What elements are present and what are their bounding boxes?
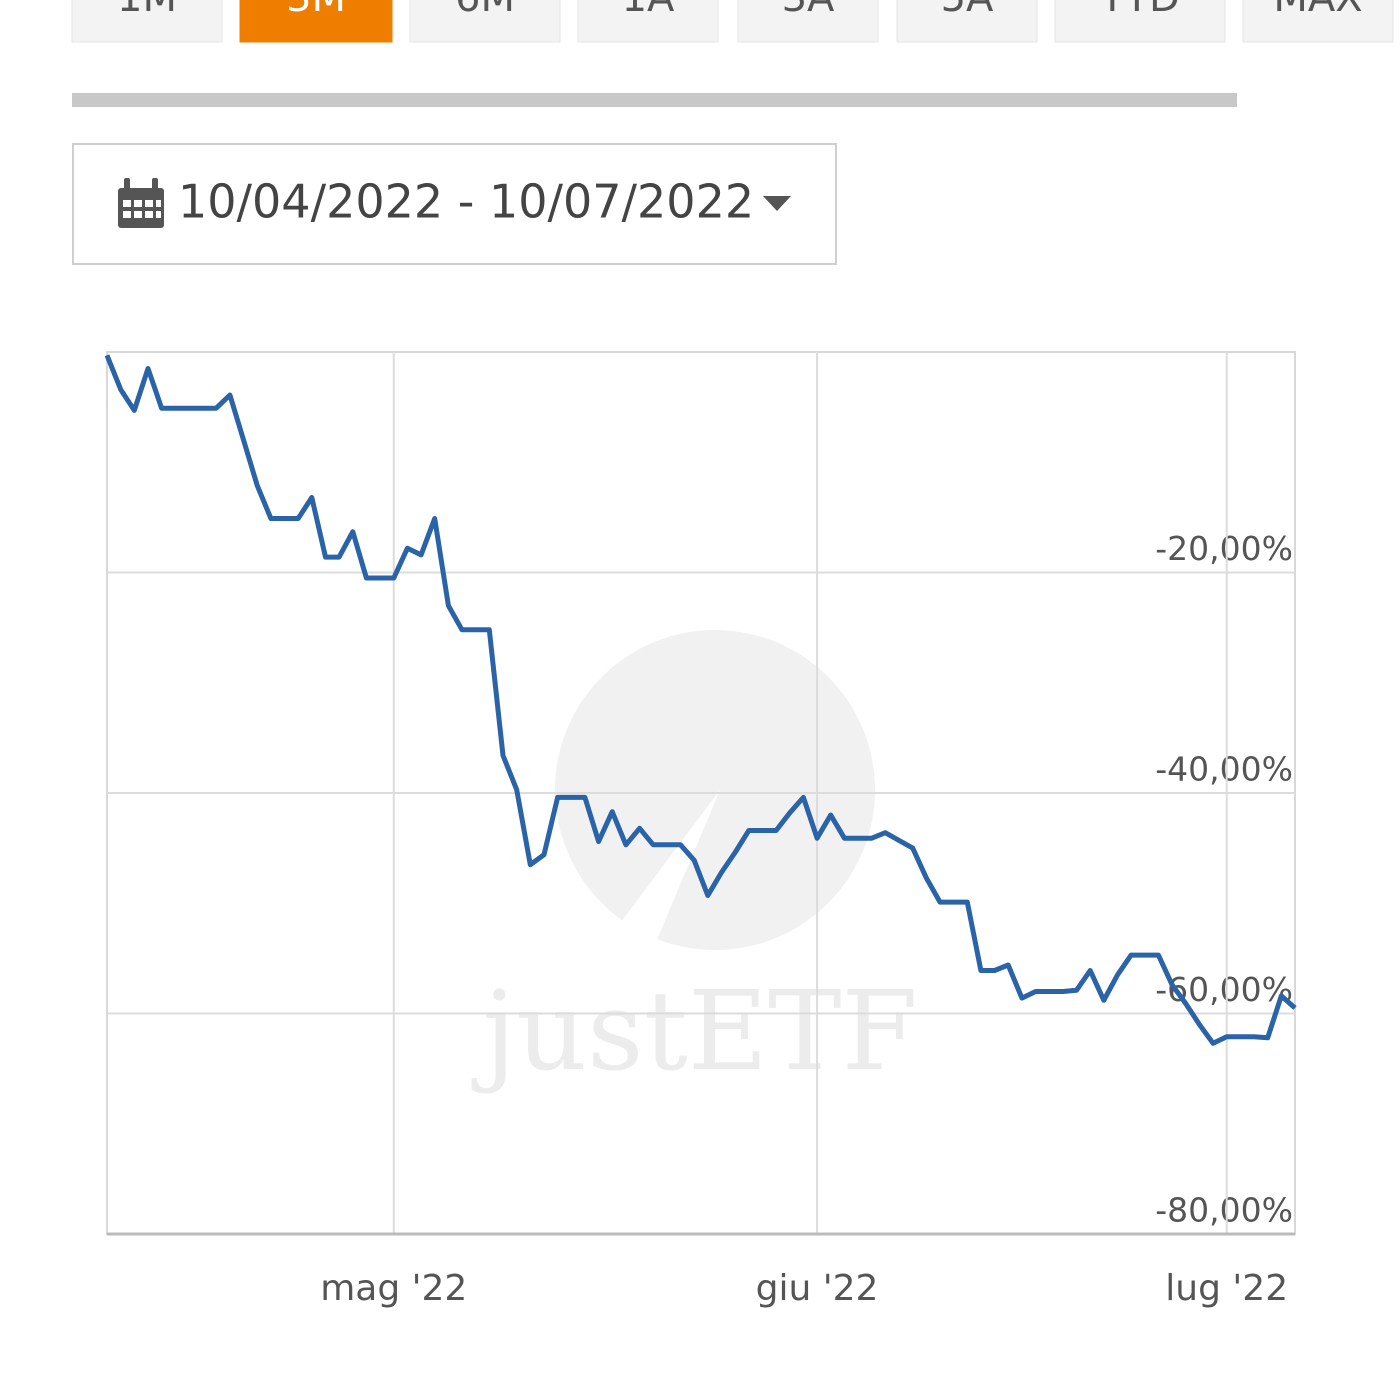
date-picker[interactable]: 10/04/2022 - 10/07/2022 bbox=[72, 143, 837, 265]
tab-button[interactable] bbox=[1054, 0, 1226, 43]
watermark-logo bbox=[555, 630, 875, 950]
tab-button[interactable] bbox=[896, 0, 1038, 43]
x-tick-label: lug '22 bbox=[1165, 1268, 1288, 1309]
x-tick-label: giu '22 bbox=[756, 1268, 879, 1309]
tab-label[interactable]: 3A bbox=[782, 0, 835, 21]
tab-label[interactable]: 3M bbox=[286, 0, 346, 21]
watermark: justETF bbox=[471, 967, 918, 1095]
calendar-icon bbox=[118, 178, 164, 228]
tab-button[interactable] bbox=[737, 0, 879, 43]
tab[interactable]: 3M bbox=[239, 0, 393, 43]
date-range[interactable]: 10/04/2022 - 10/07/2022 bbox=[178, 175, 754, 229]
tab[interactable]: 1A bbox=[577, 0, 719, 43]
tab-button[interactable] bbox=[71, 0, 223, 43]
y-tick-label: -80,00% bbox=[1155, 1191, 1293, 1230]
tab[interactable]: 5A bbox=[896, 0, 1038, 43]
y-tick-label: -20,00% bbox=[1155, 529, 1293, 568]
tab[interactable]: 3A bbox=[737, 0, 879, 43]
tab-bar: 1M 3M 6M 1A 3A 5A YTD MAX bbox=[71, 0, 1394, 43]
y-tick-label: -40,00% bbox=[1155, 750, 1293, 789]
tab-label[interactable]: 1A bbox=[622, 0, 675, 21]
tab-button[interactable] bbox=[409, 0, 561, 43]
tab[interactable]: MAX bbox=[1242, 0, 1394, 43]
tab[interactable]: YTD bbox=[1054, 0, 1226, 43]
caret bbox=[763, 196, 791, 211]
tab-label[interactable]: YTD bbox=[1099, 0, 1180, 21]
divider bbox=[72, 93, 1237, 107]
tab-label[interactable]: 6M bbox=[455, 0, 515, 21]
tab-button[interactable] bbox=[1242, 0, 1394, 43]
chart: justETF -80,00%-60,00%-40,00%-20,00%mag … bbox=[104, 351, 1297, 1309]
tab-label[interactable]: MAX bbox=[1273, 0, 1362, 21]
tab-label[interactable]: 5A bbox=[941, 0, 994, 21]
date-box[interactable] bbox=[72, 143, 837, 265]
tab[interactable]: 1M bbox=[71, 0, 223, 43]
watermark-mark bbox=[600, 790, 720, 980]
tab[interactable]: 6M bbox=[409, 0, 561, 43]
tab-label[interactable]: 1M bbox=[117, 0, 177, 21]
tab-button[interactable] bbox=[577, 0, 719, 43]
line-series bbox=[104, 354, 1297, 1046]
tab-button[interactable] bbox=[239, 0, 393, 43]
x-tick-label: mag '22 bbox=[320, 1268, 467, 1309]
